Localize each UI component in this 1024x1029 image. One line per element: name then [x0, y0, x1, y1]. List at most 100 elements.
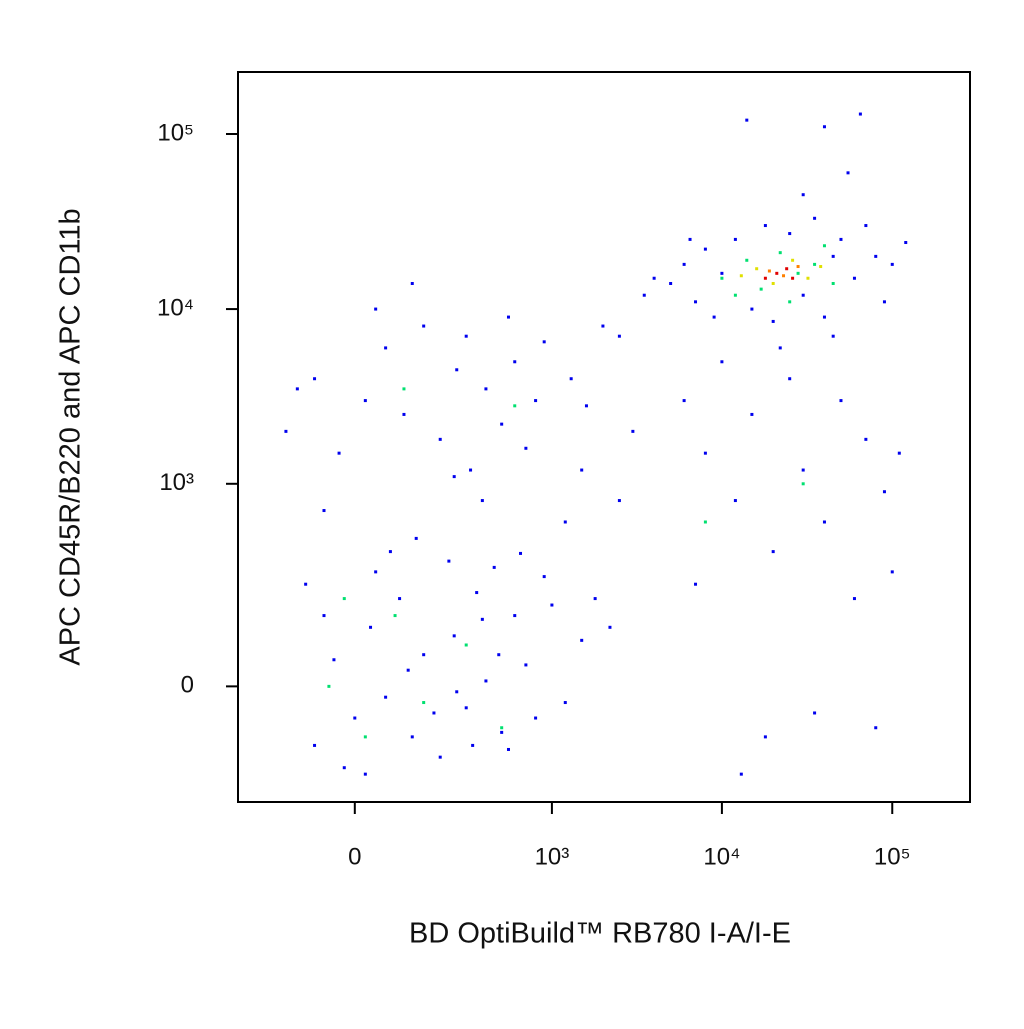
point	[771, 550, 775, 554]
y-tick-label: 10³	[159, 469, 194, 496]
point	[492, 565, 496, 569]
point	[763, 735, 767, 739]
point	[791, 258, 795, 262]
point	[733, 237, 737, 241]
point	[353, 716, 357, 720]
point	[874, 254, 878, 258]
point	[563, 520, 567, 524]
point	[703, 520, 707, 524]
point	[410, 735, 414, 739]
point	[438, 437, 442, 441]
point	[694, 300, 698, 304]
point	[342, 597, 346, 601]
point	[402, 387, 406, 391]
point	[822, 125, 826, 129]
point	[720, 276, 724, 280]
point	[796, 271, 800, 275]
point	[778, 251, 782, 255]
points	[284, 112, 908, 776]
point	[569, 377, 573, 381]
point	[759, 287, 763, 291]
point	[864, 437, 868, 441]
point	[720, 271, 724, 275]
point	[858, 112, 862, 116]
point	[874, 726, 878, 730]
point	[410, 281, 414, 285]
point	[601, 324, 605, 328]
point	[363, 399, 367, 403]
point	[652, 276, 656, 280]
point	[771, 281, 775, 285]
point	[897, 451, 901, 455]
point	[327, 684, 331, 688]
point	[313, 743, 317, 747]
point	[782, 274, 786, 278]
point	[778, 346, 782, 350]
point	[500, 422, 504, 426]
point	[763, 224, 767, 228]
point	[904, 241, 908, 245]
point	[831, 281, 835, 285]
point	[864, 224, 868, 228]
point	[369, 625, 373, 629]
point	[542, 340, 546, 344]
point	[801, 293, 805, 297]
point	[694, 582, 698, 586]
point	[384, 346, 388, 350]
point	[513, 404, 517, 408]
point	[534, 716, 538, 720]
point	[398, 597, 402, 601]
plot-frame	[237, 71, 971, 803]
point	[432, 711, 436, 715]
point	[720, 360, 724, 364]
point	[542, 575, 546, 579]
y-axis-title: APC CD45R/B220 and APC CD11b	[55, 208, 87, 665]
point	[890, 262, 894, 266]
point	[813, 216, 817, 220]
point	[763, 276, 767, 280]
point	[617, 334, 621, 338]
point	[608, 625, 612, 629]
point	[801, 193, 805, 197]
point	[484, 387, 488, 391]
point	[806, 276, 810, 280]
point	[506, 747, 510, 751]
point	[497, 653, 501, 657]
point	[363, 772, 367, 776]
point	[775, 271, 779, 275]
point	[422, 653, 426, 657]
point	[796, 265, 800, 269]
point	[745, 118, 749, 122]
point	[464, 643, 468, 647]
x-tick-label: 10⁴	[703, 843, 740, 870]
point	[882, 300, 886, 304]
point	[422, 701, 426, 705]
point	[669, 281, 673, 285]
point	[631, 429, 635, 433]
point	[374, 307, 378, 311]
point	[393, 614, 397, 618]
point	[464, 706, 468, 710]
point	[739, 772, 743, 776]
point	[642, 293, 646, 297]
point	[455, 368, 459, 372]
point	[464, 334, 468, 338]
point	[822, 315, 826, 319]
point	[422, 324, 426, 328]
point	[801, 482, 805, 486]
point	[703, 451, 707, 455]
point	[452, 634, 456, 638]
point	[580, 638, 584, 642]
y-tick-label: 10⁴	[157, 294, 194, 321]
point	[534, 399, 538, 403]
point	[384, 695, 388, 699]
x-tick-label: 0	[348, 843, 361, 870]
x-tick-label: 10³	[535, 843, 570, 870]
point	[745, 258, 749, 262]
point	[785, 267, 789, 271]
point	[788, 300, 792, 304]
point	[455, 690, 459, 694]
point	[500, 726, 504, 730]
